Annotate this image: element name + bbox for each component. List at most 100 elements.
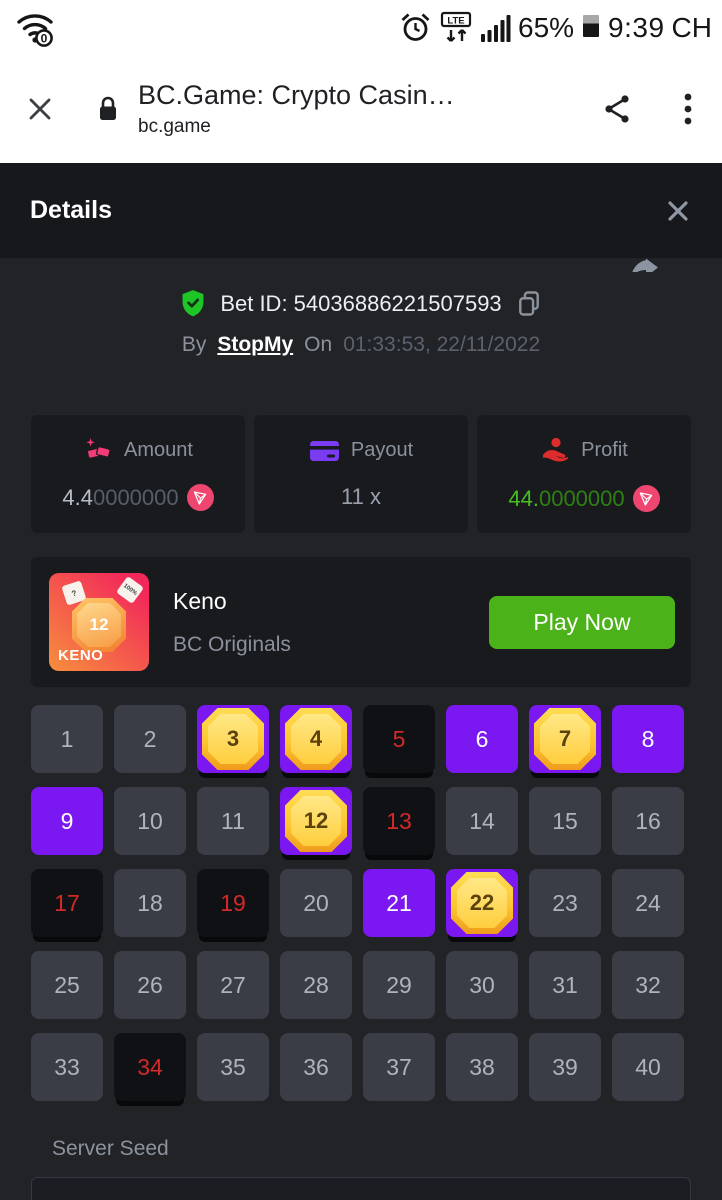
server-seed-input[interactable] [31, 1177, 691, 1200]
clock-time: 9:39 [608, 11, 665, 43]
browser-close-icon[interactable] [24, 93, 56, 125]
server-seed-label: Server Seed [52, 1137, 169, 1160]
lte-icon: LTE [439, 11, 473, 45]
details-title: Details [30, 196, 112, 224]
page-title-block: BC.Game: Crypto Casin… bc.game [138, 80, 455, 138]
amount-card: Amount 4.40000000 [31, 415, 245, 533]
keno-cell-14: 14 [446, 787, 518, 855]
battery-percent: 65% [518, 11, 575, 43]
keno-cell-12: 12 [280, 787, 352, 855]
bet-datetime: 01:33:53, 22/11/2022 [343, 333, 541, 356]
keno-cell-30: 30 [446, 951, 518, 1019]
bet-id-text: Bet ID: 54036886221507593 [220, 290, 502, 316]
keno-cell-26: 26 [114, 951, 186, 1019]
keno-thumbnail[interactable]: ? 100% 12 KENO [49, 573, 149, 671]
stats-row: Amount 4.40000000 [31, 415, 691, 533]
keno-cell-18: 18 [114, 869, 186, 937]
keno-cell-28: 28 [280, 951, 352, 1019]
keno-cell-8: 8 [612, 705, 684, 773]
hand-profit-icon [540, 436, 570, 464]
keno-cell-31: 31 [529, 951, 601, 1019]
keno-cell-17: 17 [31, 869, 103, 937]
gem-icon: 22 [451, 872, 513, 934]
keno-cell-1: 1 [31, 705, 103, 773]
battery-icon [583, 15, 600, 40]
keno-cell-4: 4 [280, 705, 352, 773]
payout-label: Payout [350, 439, 414, 461]
keno-cell-25: 25 [31, 951, 103, 1019]
keno-cell-20: 20 [280, 869, 352, 937]
share-bet-arrow-icon[interactable] [628, 258, 664, 272]
username-link[interactable]: StopMy [217, 333, 294, 356]
keno-cell-7: 7 [529, 705, 601, 773]
signal-bars-icon [480, 13, 511, 43]
keno-cell-34: 34 [114, 1033, 186, 1101]
modal-close-icon[interactable] [664, 197, 692, 225]
keno-cell-11: 11 [197, 787, 269, 855]
page-title: BC.Game: Crypto Casin… [138, 80, 455, 110]
by-label: By [181, 333, 207, 356]
gem-icon: 7 [534, 708, 596, 770]
keno-cell-37: 37 [363, 1033, 435, 1101]
status-bar: 0 LTE [0, 0, 722, 55]
verified-shield-icon [179, 289, 207, 318]
payout-value: 11 x [341, 483, 381, 509]
keno-cell-27: 27 [197, 951, 269, 1019]
keno-cell-21: 21 [363, 869, 435, 937]
lock-icon[interactable] [96, 94, 120, 124]
profit-label: Profit [581, 438, 628, 461]
keno-cell-32: 32 [612, 951, 684, 1019]
keno-grid: 1 2 3 4 5 6 7 8 9 10 11 12 13 14 15 16 17 18 19 20 21 22 23 24 2… [31, 705, 684, 1101]
keno-cell-24: 24 [612, 869, 684, 937]
details-header: Details [0, 163, 722, 258]
game-texts: Keno BC Originals [173, 588, 291, 657]
keno-cell-10: 10 [114, 787, 186, 855]
game-card: ? 100% 12 KENO Keno BC Originals Play No… [31, 557, 691, 687]
keno-cell-23: 23 [529, 869, 601, 937]
keno-cell-16: 16 [612, 787, 684, 855]
keno-card-hundred: 100% [116, 576, 144, 604]
keno-cell-36: 36 [280, 1033, 352, 1101]
keno-cell-5: 5 [363, 705, 435, 773]
game-provider: BC Originals [173, 632, 291, 656]
browser-header: BC.Game: Crypto Casin… bc.game [0, 55, 722, 163]
keno-cell-3: 3 [197, 705, 269, 773]
keno-cell-15: 15 [529, 787, 601, 855]
copy-icon[interactable] [515, 289, 543, 318]
keno-cell-33: 33 [31, 1033, 103, 1101]
keno-cell-9: 9 [31, 787, 103, 855]
keno-gem-icon: 12 [72, 598, 126, 652]
keno-cell-6: 6 [446, 705, 518, 773]
trx-coin-icon [632, 485, 660, 512]
carrier-label: CH [671, 11, 712, 43]
gold-bars-icon [83, 437, 113, 463]
bet-details-content: Bet ID: 54036886221507593 By StopMy On 0… [0, 258, 722, 1200]
alarm-icon [399, 11, 432, 44]
bet-id-row: Bet ID: 54036886221507593 [0, 258, 722, 318]
keno-cell-29: 29 [363, 951, 435, 1019]
game-title: Keno [173, 587, 227, 614]
keno-cell-35: 35 [197, 1033, 269, 1101]
on-label: On [304, 333, 333, 356]
wifi-zero-icon: 0 [14, 8, 58, 48]
keno-cell-39: 39 [529, 1033, 601, 1101]
keno-cell-19: 19 [197, 869, 269, 937]
play-now-button[interactable]: Play Now [489, 595, 675, 649]
gem-icon: 12 [285, 790, 347, 852]
svg-text:LTE: LTE [447, 15, 464, 26]
keno-cell-22: 22 [446, 869, 518, 937]
amount-value: 4.4 [62, 484, 93, 510]
trx-coin-icon [186, 484, 214, 511]
keno-cell-13: 13 [363, 787, 435, 855]
amount-label: Amount [124, 438, 193, 461]
svg-text:0: 0 [41, 31, 48, 45]
keno-cell-2: 2 [114, 705, 186, 773]
keno-cell-40: 40 [612, 1033, 684, 1101]
gem-icon: 4 [285, 708, 347, 770]
share-icon[interactable] [602, 93, 632, 125]
kebab-menu-icon[interactable] [682, 92, 694, 126]
page-url: bc.game [138, 116, 211, 137]
bet-meta-row: By StopMy On 01:33:53, 22/11/2022 [0, 333, 722, 357]
credit-card-icon [309, 439, 340, 463]
gem-icon: 3 [202, 708, 264, 770]
